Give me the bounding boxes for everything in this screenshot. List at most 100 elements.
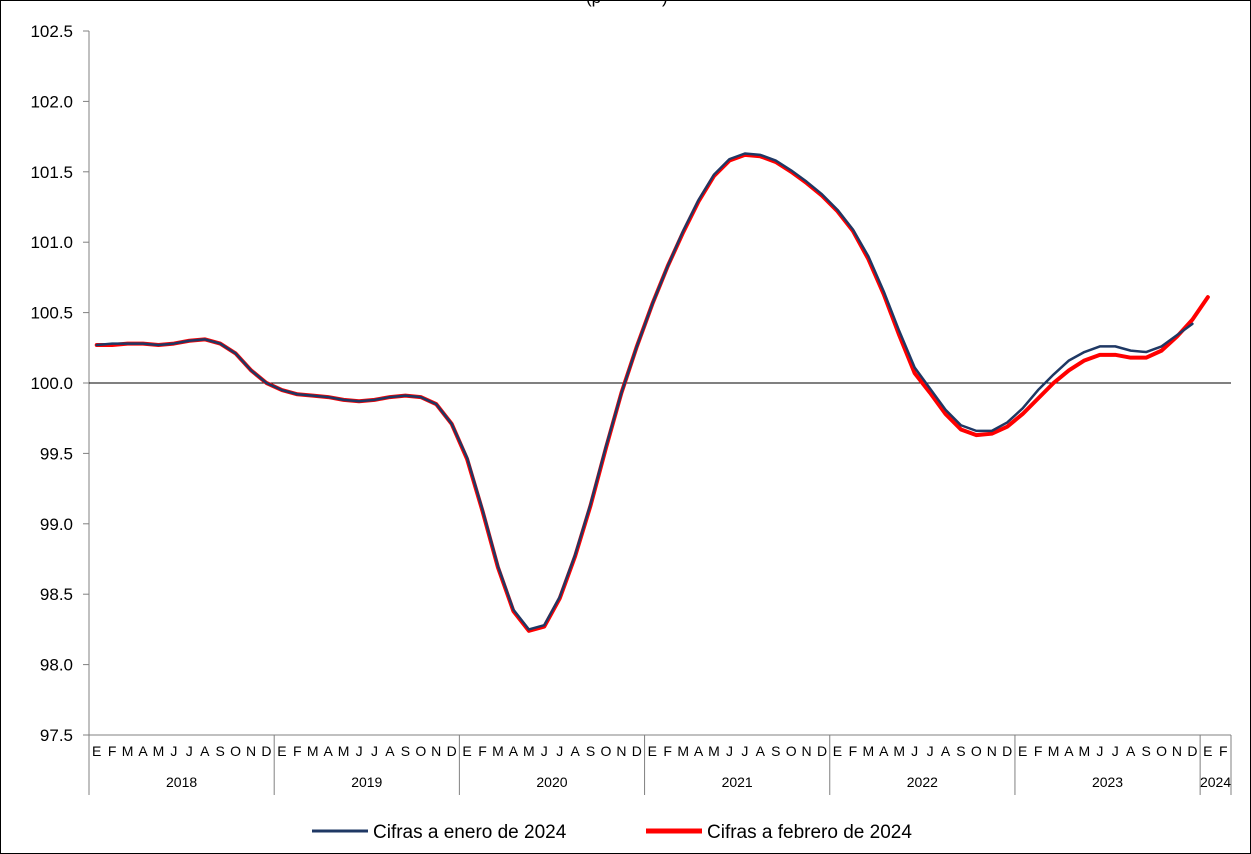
month-tick-label: E	[277, 743, 286, 759]
month-tick-label: E	[1203, 743, 1212, 759]
month-tick-label: O	[1156, 743, 1167, 759]
month-tick-label: F	[849, 743, 858, 759]
month-tick-label: J	[356, 743, 363, 759]
month-tick-label: A	[1126, 743, 1136, 759]
month-tick-label: M	[492, 743, 504, 759]
month-tick-label: J	[170, 743, 177, 759]
month-tick-label: O	[971, 743, 982, 759]
month-tick-label: A	[1064, 743, 1074, 759]
y-tick-label: 97.5	[40, 726, 73, 745]
y-tick-label: 99.5	[40, 444, 73, 463]
legend: Cifras a enero de 2024 Cifras a febrero …	[312, 822, 912, 843]
month-tick-label: D	[632, 743, 642, 759]
month-tick-label: D	[261, 743, 271, 759]
title-fragment-close: )	[662, 0, 668, 7]
month-tick-label: J	[556, 743, 563, 759]
month-tick-label: F	[1219, 743, 1228, 759]
series-line-enero-2024	[95, 152, 1194, 631]
month-tick-label: S	[216, 743, 225, 759]
month-tick-label: J	[541, 743, 548, 759]
month-tick-label: M	[1079, 743, 1091, 759]
year-label-2023: 2023	[1092, 774, 1123, 790]
month-tick-label: S	[771, 743, 780, 759]
month-tick-label: D	[817, 743, 827, 759]
month-tick-label: A	[509, 743, 519, 759]
y-tick-label: 98.0	[40, 656, 73, 675]
month-tick-label: O	[415, 743, 426, 759]
y-tick-label: 98.5	[40, 585, 73, 604]
month-tick-label: J	[911, 743, 918, 759]
y-tick-label: 99.0	[40, 515, 73, 534]
month-tick-label: M	[338, 743, 350, 759]
month-tick-label: N	[616, 743, 626, 759]
y-tick-label: 101.0	[30, 233, 73, 252]
y-tick-label: 101.5	[30, 163, 73, 182]
month-tick-label: J	[1112, 743, 1119, 759]
month-tick-label: M	[708, 743, 720, 759]
legend-label-enero: Cifras a enero de 2024	[373, 822, 567, 843]
month-tick-label: D	[447, 743, 457, 759]
month-tick-label: J	[726, 743, 733, 759]
month-tick-label: D	[1002, 743, 1012, 759]
title-fragment-open: (p	[586, 0, 601, 7]
month-tick-label: E	[462, 743, 471, 759]
month-tick-label: D	[1187, 743, 1197, 759]
month-tick-label: S	[401, 743, 410, 759]
month-tick-label: M	[893, 743, 905, 759]
month-tick-label: F	[663, 743, 672, 759]
month-tick-label: J	[1096, 743, 1103, 759]
month-tick-label: M	[677, 743, 689, 759]
month-tick-label: S	[586, 743, 595, 759]
y-tick-label: 102.0	[30, 92, 73, 111]
month-tick-label: A	[756, 743, 766, 759]
month-tick-label: A	[879, 743, 889, 759]
month-tick-label: M	[153, 743, 165, 759]
year-label-2019: 2019	[351, 774, 382, 790]
month-tick-label: A	[324, 743, 334, 759]
month-tick-label: J	[186, 743, 193, 759]
month-tick-label: M	[1048, 743, 1060, 759]
y-tick-label: 100.5	[30, 304, 73, 323]
month-tick-label: F	[1034, 743, 1043, 759]
month-tick-label: M	[523, 743, 535, 759]
y-tick-label: 100.0	[30, 374, 73, 393]
series-layer	[94, 152, 1210, 633]
year-label-2022: 2022	[907, 774, 938, 790]
month-tick-label: S	[1141, 743, 1150, 759]
month-tick-label: E	[648, 743, 657, 759]
month-tick-label: A	[200, 743, 210, 759]
month-tick-label: E	[833, 743, 842, 759]
axes-layer: 97.5 98.0 98.5 99.0 99.5 100.0 100.5 101.0 101.5…	[30, 22, 1232, 795]
month-tick-label: N	[246, 743, 256, 759]
month-tick-label: A	[138, 743, 148, 759]
month-tick-label: A	[941, 743, 951, 759]
month-tick-label: N	[802, 743, 812, 759]
year-label-2024: 2024	[1200, 774, 1231, 790]
month-tick-label: E	[92, 743, 101, 759]
y-tick-label: 102.5	[30, 22, 73, 41]
year-label-2018: 2018	[166, 774, 197, 790]
month-tick-label: F	[293, 743, 302, 759]
month-tick-label: F	[478, 743, 487, 759]
month-tick-label: N	[1172, 743, 1182, 759]
month-tick-label: J	[371, 743, 378, 759]
legend-label-febrero: Cifras a febrero de 2024	[707, 822, 912, 843]
year-label-2021: 2021	[722, 774, 753, 790]
month-tick-label: E	[1018, 743, 1027, 759]
month-tick-label: A	[385, 743, 395, 759]
month-tick-label: A	[570, 743, 580, 759]
month-tick-label: F	[108, 743, 117, 759]
month-tick-label: M	[863, 743, 875, 759]
month-tick-label: S	[956, 743, 965, 759]
month-tick-label: O	[230, 743, 241, 759]
month-tick-label: M	[122, 743, 134, 759]
month-tick-label: J	[927, 743, 934, 759]
year-label-2020: 2020	[536, 774, 567, 790]
month-tick-label: O	[786, 743, 797, 759]
month-tick-label: A	[694, 743, 704, 759]
month-tick-label: O	[601, 743, 612, 759]
month-tick-label: M	[307, 743, 319, 759]
month-tick-label: N	[431, 743, 441, 759]
